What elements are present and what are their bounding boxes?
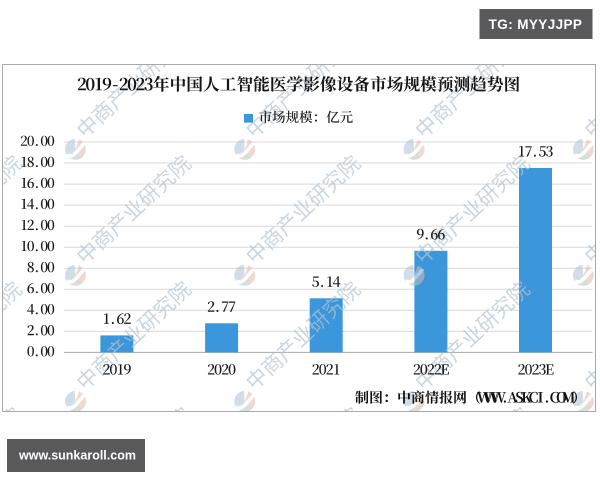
svg-text:www.sunkaroll.com: www.sunkaroll.com: [18, 449, 136, 463]
svg-text:TG: MYYJJPP: TG: MYYJJPP: [489, 17, 583, 32]
